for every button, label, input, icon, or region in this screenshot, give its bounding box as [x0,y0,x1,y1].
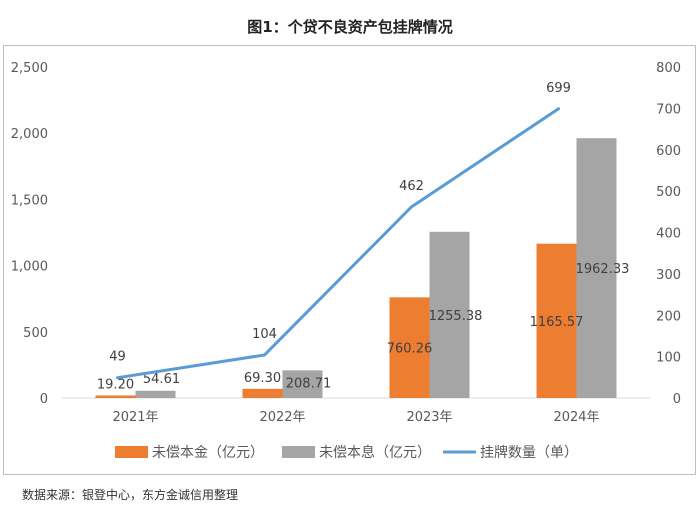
x-tick-label: 2022年 [259,410,305,425]
y-left-tick-label: 2,500 [11,61,48,76]
y-right-tick-label: 300 [656,268,681,283]
y-left-tick-label: 2,000 [11,127,48,142]
data-label-principal-interest: 54.61 [143,372,180,387]
line-point [116,376,119,380]
bar-principal-interest [429,231,470,398]
y-right-tick-label: 400 [656,227,681,242]
chart-title: 图1：个贷不良资产包挂牌情况 [247,18,453,36]
data-label-listing-count: 462 [399,179,424,194]
line-point [557,107,560,111]
x-tick-label: 2023年 [406,410,452,425]
y-right-tick-label: 700 [656,102,681,117]
data-label-principal: 69.30 [244,371,281,386]
bar-principal-interest [576,138,617,399]
data-label-principal: 760.26 [387,342,433,357]
data-label-principal-interest: 1962.33 [576,262,630,277]
data-label-principal-interest: 1255.38 [429,309,483,324]
y-left-tick-label: 500 [23,326,48,341]
x-tick-label: 2024年 [553,410,599,425]
legend-label-principal-interest: 未偿本息（亿元） [319,444,431,461]
y-right-tick-label: 100 [656,351,681,366]
legend-label-principal: 未偿本金（亿元） [152,445,264,461]
legend-swatch-principal-interest [282,446,315,458]
y-right-tick-label: 500 [656,185,681,200]
x-tick-label: 2021年 [112,410,158,425]
chart-frame [3,45,696,475]
bar-principal [536,243,577,398]
line-listing-count [117,107,560,380]
data-label-principal-interest: 208.71 [286,376,332,391]
line-point [263,353,266,357]
data-label-listing-count: 104 [252,327,277,342]
data-source-note: 数据来源：银登中心，东方金诚信用整理 [22,488,239,502]
legend-swatch-principal [115,446,148,458]
data-label-principal: 1165.57 [530,315,584,330]
y-right-tick-label: 600 [656,144,681,159]
data-label-principal: 19.20 [97,377,134,392]
y-left-tick-label: 1,000 [11,260,48,275]
y-left-tick-label: 1,500 [11,193,48,208]
line-point [410,205,413,209]
bar-principal [95,395,136,398]
bar-principal [389,297,430,398]
y-left-tick-label: 0 [40,392,48,407]
data-label-listing-count: 699 [546,81,571,96]
bar-principal-interest [282,370,323,398]
y-right-tick-label: 800 [656,61,681,76]
bar-principal-interest [135,390,176,398]
y-right-tick-label: 200 [656,309,681,324]
y-right-tick-label: 0 [673,392,681,407]
legend-label-listing-count: 挂牌数量（单） [480,444,578,461]
bar-principal [242,388,283,398]
data-label-listing-count: 49 [109,350,126,365]
